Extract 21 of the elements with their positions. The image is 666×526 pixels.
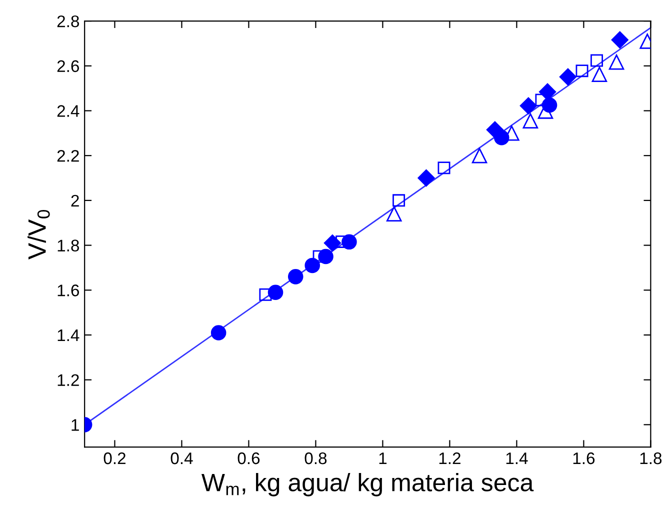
y-tick-label: 1 [72, 419, 79, 431]
y-tick-label: 2 [71, 194, 79, 206]
x-tick-label: 1 [379, 452, 387, 464]
x-tick-label: 1.8 [640, 452, 662, 464]
y-tick-label: 1.8 [58, 240, 79, 252]
x-tick-label: 0.6 [238, 452, 260, 464]
x-axis-title: W$_{m}$, kg agua/ kg materia seca [201, 473, 534, 496]
x-tick-label: 0.8 [304, 452, 327, 464]
x-tick-label: 1.6 [573, 452, 595, 464]
y-tick-label: 2.8 [57, 15, 79, 28]
y-tick-label: 1.2 [58, 374, 79, 386]
y-axis-title: V/V$_{0}$ [28, 210, 50, 260]
y-tick-label: 1.4 [58, 330, 80, 342]
x-tick-label: 0.2 [104, 452, 126, 464]
y-tick-label: 2.2 [57, 150, 79, 162]
y-tick-label: 1.6 [58, 284, 79, 296]
x-tick-label: 1.4 [506, 452, 528, 464]
y-tick-label: 2.4 [57, 105, 80, 117]
y-tick-label: 2.6 [57, 60, 79, 72]
x-tick-label: 1.2 [439, 452, 460, 464]
x-tick-label: 0.4 [170, 452, 193, 464]
